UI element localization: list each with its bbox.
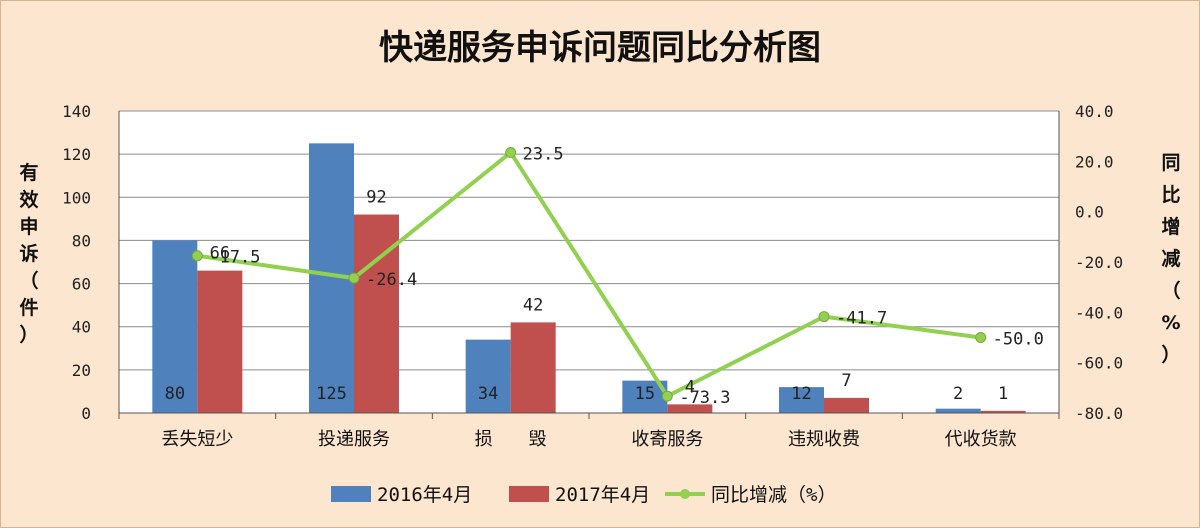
axis-title-char: （ xyxy=(1161,279,1180,302)
data-label-2016: 125 xyxy=(316,384,347,404)
gridlines xyxy=(119,110,1059,371)
legend-swatch xyxy=(331,486,371,502)
y-tick-label: 120 xyxy=(62,145,91,164)
data-label-yoy: -50.0 xyxy=(993,330,1044,350)
data-label-2016: 80 xyxy=(165,384,185,404)
x-tick-label: 投递服务 xyxy=(318,429,390,450)
data-label-2016: 12 xyxy=(791,384,811,404)
line-series xyxy=(191,147,987,402)
y-tick-label: 140 xyxy=(62,102,91,121)
line-point xyxy=(975,332,987,343)
bar-2017 xyxy=(667,404,713,413)
axis-title-char: 申 xyxy=(19,215,38,238)
legend-marker xyxy=(680,489,690,499)
series-line-yoy xyxy=(197,150,981,399)
bar-2017 xyxy=(510,322,556,413)
y2-tick-label: -80.0 xyxy=(1075,404,1123,423)
x-tick-label: 丢失短少 xyxy=(161,429,233,450)
y-tick-label: 20 xyxy=(72,361,91,380)
line-point xyxy=(661,390,673,402)
axes: 0 20 40 60 80 100 120 140 -80.0 -60.0 -40.0 -20.0 0.… xyxy=(62,102,1123,450)
bar-2017 xyxy=(824,397,869,413)
y-tick-label: 80 xyxy=(72,231,91,250)
x-tick-label: 代收货款 xyxy=(945,429,1017,450)
x-tick-label: 损 毁 xyxy=(475,429,547,450)
line-point xyxy=(818,311,830,323)
y-tick-label: 0 xyxy=(81,404,91,423)
data-label-yoy: 23.5 xyxy=(523,145,564,165)
y2-tick-label: -40.0 xyxy=(1075,303,1123,322)
data-labels: 80 66 125 92 34 42 15 4 12 7 2 1 -17.5 -26.4 23.5 -73.3… xyxy=(165,145,1044,409)
axis-title-char: 效 xyxy=(19,188,38,211)
data-label-2017: 66 xyxy=(210,244,230,264)
axis-title-char: 减 xyxy=(1161,247,1180,270)
data-label-2017: 1 xyxy=(998,384,1008,404)
data-label-2017: 92 xyxy=(366,188,386,208)
y2-tick-label: 40.0 xyxy=(1075,102,1114,121)
line-point xyxy=(505,147,517,159)
line-point xyxy=(191,250,203,262)
axis-title-char: 比 xyxy=(1161,184,1180,206)
legend-label: 2017年4月 xyxy=(555,484,650,506)
data-label-yoy: -73.3 xyxy=(679,388,730,408)
legend-label: 同比增减（%） xyxy=(711,484,836,506)
data-label-2016: 2 xyxy=(953,384,963,404)
plot-area xyxy=(119,111,1059,413)
y2-tick-label: -60.0 xyxy=(1075,354,1123,373)
y-tick-label: 100 xyxy=(62,188,91,207)
axis-title-char: 件 xyxy=(19,296,38,319)
axis-title-char: ） xyxy=(19,323,38,346)
axis-title-char: ） xyxy=(1161,343,1180,366)
bar-2017 xyxy=(197,270,243,413)
bar-2016 xyxy=(465,339,511,413)
legend-label: 2016年4月 xyxy=(377,484,472,506)
x-tick-label: 收寄服务 xyxy=(631,429,703,450)
data-label-2017: 4 xyxy=(685,377,695,397)
axis-title-char: （ xyxy=(19,269,38,292)
data-label-2017: 42 xyxy=(523,295,543,315)
x-tick-label: 违规收费 xyxy=(788,429,860,450)
data-label-2017: 7 xyxy=(841,371,851,391)
bar-2016 xyxy=(152,240,198,413)
y2-tick-label: 20.0 xyxy=(1075,152,1114,171)
bar-2016 xyxy=(935,408,981,413)
legend-swatch xyxy=(509,486,549,502)
y-tick-label: 40 xyxy=(72,318,91,337)
y2-tick-label: 0.0 xyxy=(1075,203,1104,222)
y-axis-title: 有效申诉 （ 件 ） xyxy=(19,161,38,346)
axis-title-char: 增 xyxy=(1161,215,1180,238)
data-label-2016: 34 xyxy=(478,384,498,404)
bars xyxy=(152,143,1026,413)
axis-title-char: 诉 xyxy=(19,242,38,265)
y2-axis-title: 同比增减 （% ） xyxy=(1161,152,1180,366)
chart-title: 快递服务申诉问题同比分析图 xyxy=(379,28,821,68)
data-label-yoy: -26.4 xyxy=(366,270,417,290)
data-label-yoy: -41.7 xyxy=(836,309,887,329)
data-label-yoy: -17.5 xyxy=(209,248,260,268)
bar-2017 xyxy=(980,410,1026,413)
y2-tick-label: -20.0 xyxy=(1075,253,1123,272)
bar-2017 xyxy=(354,214,399,413)
axis-title-char: 同 xyxy=(1161,152,1180,174)
y-tick-label: 60 xyxy=(72,275,91,294)
axis-title-char: % xyxy=(1161,312,1180,334)
legend: 2016年4月 2017年4月 同比增减（%） xyxy=(331,484,836,506)
bar-2016 xyxy=(779,387,824,413)
line-point xyxy=(348,272,360,284)
data-label-2016: 15 xyxy=(635,384,655,404)
axis-title-char: 有 xyxy=(19,161,38,184)
